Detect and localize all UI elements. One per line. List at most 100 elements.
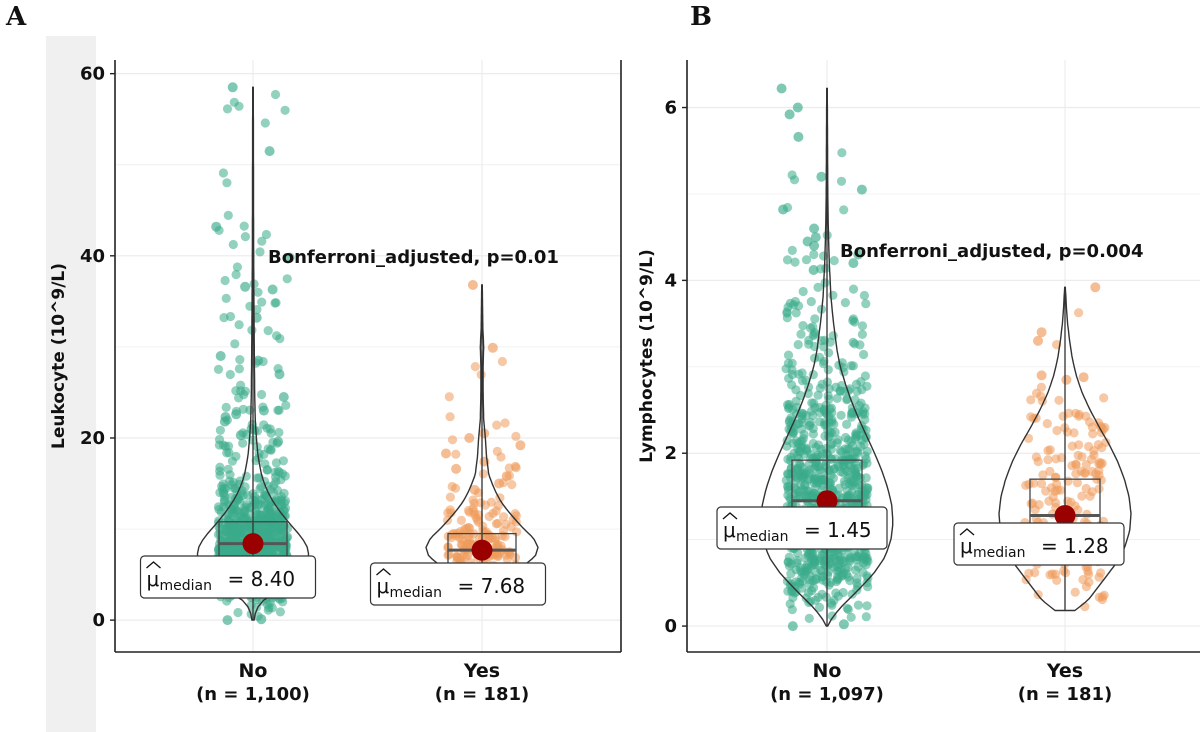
x-sample-size-no: (n = 1,100): [196, 684, 310, 705]
data-point: [1041, 486, 1051, 496]
mu-symbol: μ: [377, 574, 390, 598]
data-point: [784, 402, 794, 412]
data-point-outlier: [809, 223, 820, 234]
data-point: [804, 339, 814, 349]
data-point: [238, 404, 248, 414]
data-point: [235, 355, 245, 365]
x-category-label-no: No: [239, 660, 268, 682]
y-tick-label: 2: [664, 443, 677, 464]
data-point: [836, 176, 847, 186]
data-point: [1074, 308, 1084, 318]
data-point: [470, 362, 480, 372]
data-point: [807, 406, 817, 416]
data-point: [264, 505, 274, 515]
data-point: [796, 329, 806, 339]
y-tick: 40: [80, 246, 115, 267]
data-point: [851, 432, 861, 442]
data-point: [828, 290, 838, 300]
median-dot: [1054, 504, 1076, 526]
x-sample-size-yes: (n = 181): [435, 684, 529, 705]
data-point-outlier: [853, 249, 864, 260]
data-point: [231, 269, 241, 280]
data-layer: [196, 82, 539, 626]
x-category-label-yes: Yes: [463, 660, 500, 682]
data-point: [273, 466, 283, 476]
data-point: [852, 574, 862, 584]
data-point: [861, 299, 871, 309]
data-point: [843, 562, 853, 573]
data-point: [497, 356, 507, 367]
median-label-yes: μ median = 1.28: [953, 522, 1125, 566]
data-point: [852, 472, 863, 482]
data-point-outlier: [778, 204, 789, 215]
data-point: [821, 420, 831, 430]
data-point-outlier: [240, 281, 251, 292]
data-point: [846, 463, 857, 473]
median-value: = 7.68: [458, 574, 526, 598]
data-point: [797, 583, 807, 593]
y-axis-title: Leukocyte (10^9/L): [49, 263, 69, 449]
axes: 0 2 4 6 No (n = 1,097) Yes (n = 181) Lym…: [637, 60, 1200, 705]
data-point: [1050, 472, 1060, 482]
data-point: [811, 452, 821, 462]
data-point: [1066, 497, 1076, 507]
data-point-outlier: [219, 416, 230, 427]
data-point: [266, 428, 276, 438]
data-point: [240, 522, 250, 532]
data-point: [500, 418, 510, 428]
data-point: [786, 469, 796, 479]
data-point: [798, 286, 808, 297]
bonferroni-annotation: Bonferroni_adjusted, p=0.01: [268, 247, 559, 268]
data-point-outlier: [838, 619, 849, 630]
data-point: [825, 404, 835, 414]
panel-a-leukocyte: 0 20 40 60 No (n = 1,100) Yes (n = 181) …: [46, 36, 622, 732]
data-point: [1045, 466, 1055, 476]
data-point: [837, 148, 847, 158]
data-point: [468, 495, 478, 505]
data-point: [278, 520, 288, 530]
data-point: [261, 229, 271, 240]
data-point-outlier: [256, 614, 267, 625]
data-point: [460, 524, 470, 535]
data-point: [257, 389, 267, 400]
data-point: [783, 350, 794, 360]
data-point: [227, 456, 237, 466]
data-point: [215, 425, 225, 435]
data-point: [791, 396, 801, 406]
data-point-outlier: [776, 83, 787, 94]
data-point: [804, 548, 814, 559]
data-point: [468, 503, 478, 513]
data-point: [231, 531, 241, 541]
data-point: [275, 334, 285, 344]
data-point-outlier: [267, 284, 278, 295]
data-point: [784, 415, 795, 425]
data-point-outlier: [784, 109, 795, 120]
data-point: [500, 532, 510, 542]
data-point: [1044, 496, 1054, 506]
data-point: [511, 431, 521, 441]
y-tick: 2: [664, 443, 687, 464]
data-point: [484, 530, 494, 540]
median-dot: [242, 533, 264, 555]
data-point: [826, 470, 836, 480]
data-point: [843, 551, 853, 561]
data-point: [256, 524, 266, 534]
data-point: [218, 168, 228, 178]
data-point: [280, 105, 290, 115]
hat-accent: [146, 561, 161, 569]
y-tick: 0: [664, 616, 687, 637]
data-point: [1070, 587, 1080, 597]
data-point: [1069, 428, 1079, 438]
data-point: [1101, 437, 1111, 447]
data-point: [811, 442, 821, 452]
background-strip: [46, 36, 96, 732]
data-point: [805, 575, 815, 585]
data-point: [1042, 419, 1052, 429]
data-point: [218, 488, 228, 498]
data-point: [797, 368, 807, 378]
data-point: [810, 353, 820, 363]
data-point-outlier: [278, 392, 289, 402]
data-point: [1077, 491, 1087, 501]
data-point: [859, 349, 869, 360]
data-point: [814, 478, 824, 488]
